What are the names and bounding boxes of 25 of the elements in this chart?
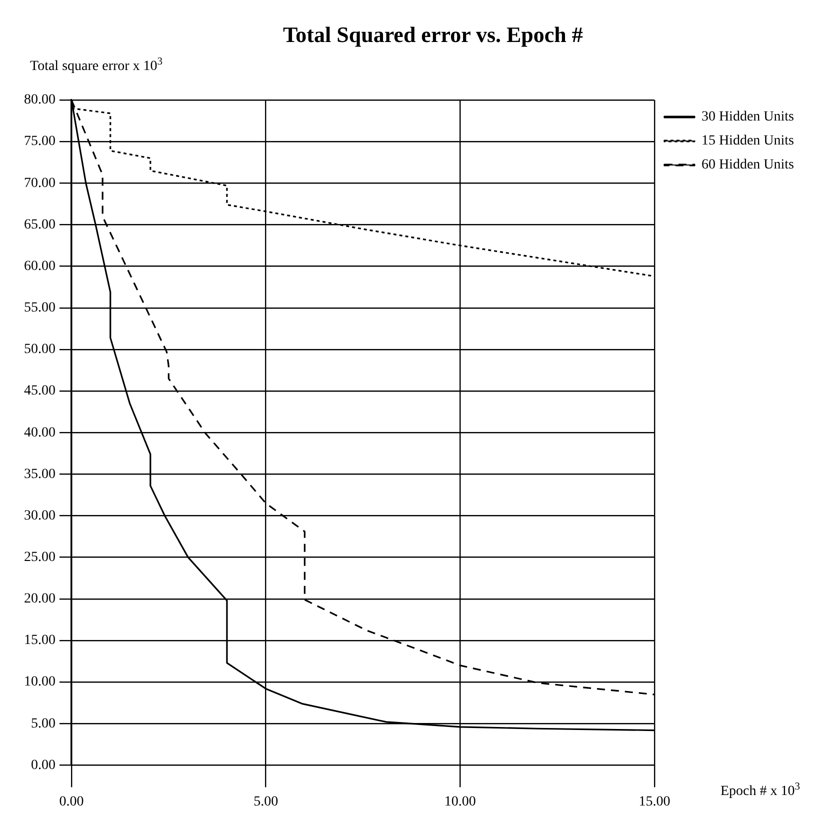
y-tick-label: 80.00 bbox=[24, 92, 56, 108]
x-tick-label: 5.00 bbox=[254, 794, 278, 810]
x-tick-label: 10.00 bbox=[444, 794, 476, 810]
y-tick-label: 5.00 bbox=[31, 716, 56, 732]
chart-title: Total Squared error vs. Epoch # bbox=[283, 22, 583, 47]
y-tick-label: 25.00 bbox=[24, 550, 56, 565]
y-tick-label: 30.00 bbox=[24, 508, 56, 524]
y-tick-label: 50.00 bbox=[24, 342, 56, 358]
y-tick-label: 10.00 bbox=[24, 674, 56, 690]
y-tick-label: 70.00 bbox=[24, 176, 56, 191]
y-tick-label: 45.00 bbox=[24, 384, 56, 399]
legend-label: 60 Hidden Units bbox=[701, 158, 794, 173]
y-tick-label: 75.00 bbox=[24, 134, 56, 150]
y-tick-label: 55.00 bbox=[24, 300, 56, 316]
y-tick-label: 40.00 bbox=[24, 425, 56, 440]
x-tick-label: 0.00 bbox=[59, 794, 84, 810]
y-tick-label: 60.00 bbox=[24, 258, 56, 274]
legend-label: 15 Hidden Units bbox=[701, 134, 794, 149]
y-tick-label: 35.00 bbox=[24, 466, 56, 482]
y-tick-label: 0.00 bbox=[31, 758, 56, 773]
x-tick-label: 15.00 bbox=[638, 794, 670, 810]
y-tick-label: 15.00 bbox=[24, 633, 56, 648]
y-tick-label: 20.00 bbox=[24, 592, 56, 607]
legend-label: 30 Hidden Units bbox=[701, 110, 794, 125]
y-tick-label: 65.00 bbox=[24, 217, 56, 232]
